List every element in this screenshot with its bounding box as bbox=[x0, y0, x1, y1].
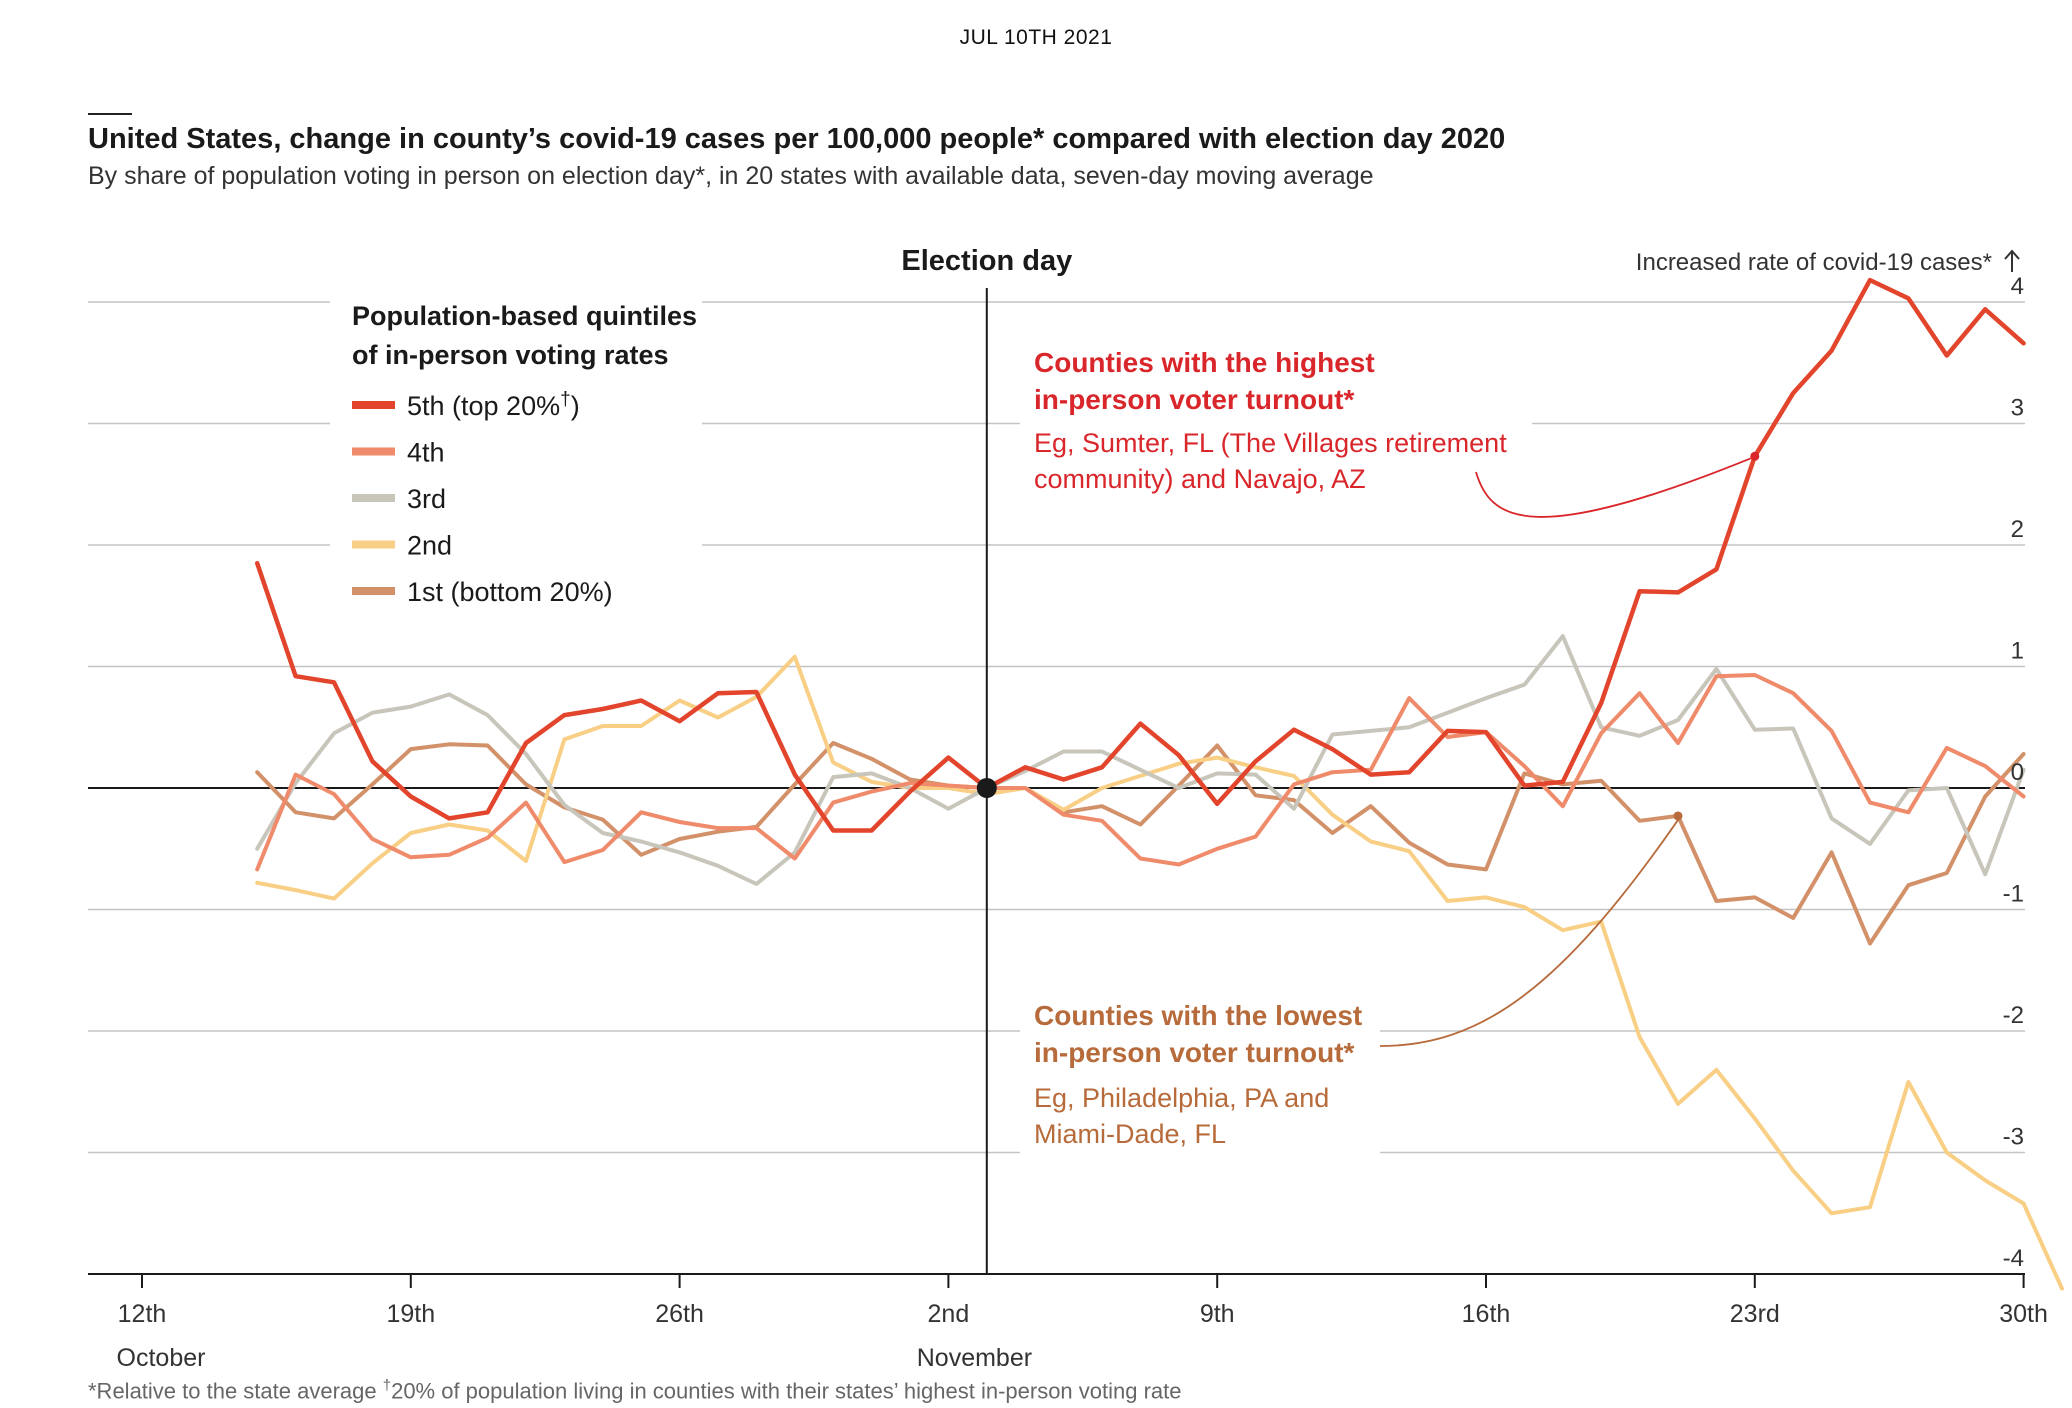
annotation-low-text-2: Miami-Dade, FL bbox=[1034, 1119, 1226, 1149]
x-tick-label: 23rd bbox=[1730, 1300, 1780, 1328]
y-tick-label: 2 bbox=[2011, 516, 2024, 543]
legend-title-line2: of in-person voting rates bbox=[352, 340, 669, 370]
series-lines bbox=[254, 277, 2064, 1291]
annotation-high-text-1: Eg, Sumter, FL (The Villages retirement bbox=[1034, 428, 1507, 458]
x-tick-label: 16th bbox=[1462, 1300, 1511, 1328]
y-tick-label: 4 bbox=[2011, 273, 2024, 300]
y-tick-label: -1 bbox=[2003, 881, 2024, 908]
title-rule bbox=[88, 113, 132, 115]
x-tick-label: 26th bbox=[655, 1300, 704, 1328]
annotation-high-text-2: community) and Navajo, AZ bbox=[1034, 464, 1366, 494]
legend-label: 3rd bbox=[407, 484, 446, 514]
annotation-low-title-2: in-person voter turnout* bbox=[1034, 1037, 1355, 1068]
y-tick-label: 3 bbox=[2011, 395, 2024, 422]
annotation-point bbox=[1673, 811, 1683, 821]
legend-title-line1: Population-based quintiles bbox=[352, 301, 697, 331]
footnote-part1: *Relative to the state average bbox=[88, 1378, 383, 1404]
x-tick-label: 19th bbox=[386, 1300, 435, 1328]
annotation-low-text-1: Eg, Philadelphia, PA and bbox=[1034, 1083, 1329, 1113]
annotation-connector bbox=[1475, 457, 1752, 518]
x-tick-label: 2nd bbox=[928, 1300, 970, 1328]
y-tick-label: -2 bbox=[2003, 1002, 2024, 1029]
annotation-low-title-1: Counties with the lowest bbox=[1034, 1000, 1362, 1031]
axes: 4 3 2 1 0 -1 -2 -3 -4 Increased rate of covid-19 … bbox=[88, 245, 2048, 1372]
election-day-label: Election day bbox=[901, 245, 1072, 277]
y-axis-label: Increased rate of covid-19 cases* bbox=[1636, 249, 1992, 276]
footnote: *Relative to the state average †20% of p… bbox=[88, 1377, 1182, 1404]
legend: Population-based quintiles of in-person … bbox=[352, 301, 697, 607]
x-tick-sublabel: October bbox=[117, 1344, 206, 1372]
footnote-part2: 20% of population living in counties wit… bbox=[391, 1378, 1182, 1404]
y-tick-label: -4 bbox=[2003, 1245, 2024, 1272]
x-tick-label: 30th bbox=[1999, 1300, 2048, 1328]
chart-subtitle: By share of population voting in person … bbox=[88, 162, 1374, 190]
legend-label: 1st (bottom 20%) bbox=[407, 577, 613, 607]
annotation-point bbox=[1750, 451, 1760, 461]
y-tick-label: -3 bbox=[2003, 1124, 2024, 1151]
series-line bbox=[254, 277, 2026, 833]
y-tick-label: 0 bbox=[2011, 759, 2024, 786]
x-tick-label: 9th bbox=[1200, 1300, 1235, 1328]
publication-date: JUL 10TH 2021 bbox=[959, 26, 1113, 49]
legend-label: 5th (top 20%†) bbox=[407, 389, 580, 421]
footnote-dagger: † bbox=[382, 1377, 392, 1394]
series-line bbox=[255, 673, 2026, 872]
legend-label: 2nd bbox=[407, 531, 452, 561]
legend-label: 4th bbox=[407, 438, 445, 468]
series-line bbox=[255, 634, 2026, 886]
x-tick-sublabel: November bbox=[917, 1344, 1032, 1372]
chart-title: United States, change in county’s covid-… bbox=[88, 123, 1506, 155]
election-day-dot bbox=[976, 778, 997, 798]
annotation-high-title-2: in-person voter turnout* bbox=[1034, 384, 1355, 415]
annotation-connector bbox=[1379, 819, 1679, 1047]
annotations: Counties with the highest in-person vote… bbox=[1034, 347, 1760, 1149]
gridlines bbox=[88, 301, 2025, 1154]
series-line bbox=[255, 741, 2026, 946]
annotation-high-title-1: Counties with the highest bbox=[1034, 347, 1375, 378]
x-tick-label: 12th bbox=[118, 1300, 167, 1328]
series-line bbox=[255, 654, 2064, 1291]
y-tick-label: 1 bbox=[2011, 638, 2024, 665]
up-arrow-icon bbox=[2004, 249, 2020, 272]
